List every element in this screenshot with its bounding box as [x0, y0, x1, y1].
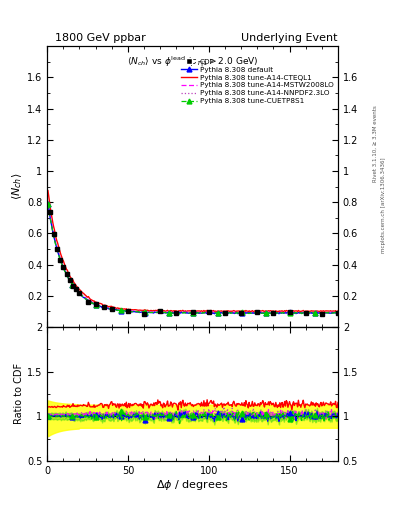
Text: Underlying Event: Underlying Event: [241, 33, 338, 44]
Legend: CDF, Pythia 8.308 default, Pythia 8.308 tune-A14-CTEQL1, Pythia 8.308 tune-A14-M: CDF, Pythia 8.308 default, Pythia 8.308 …: [180, 58, 334, 105]
Y-axis label: Ratio to CDF: Ratio to CDF: [14, 364, 24, 424]
Text: Rivet 3.1.10, ≥ 3.3M events: Rivet 3.1.10, ≥ 3.3M events: [373, 105, 378, 182]
Text: $\langle N_{ch}\rangle$ vs $\phi^{\mathrm{lead}}$ ($p_{T|1} > 2.0$ GeV): $\langle N_{ch}\rangle$ vs $\phi^{\mathr…: [127, 54, 258, 70]
X-axis label: $\Delta\phi$ / degrees: $\Delta\phi$ / degrees: [156, 478, 229, 493]
Y-axis label: $\langle N_{ch} \rangle$: $\langle N_{ch} \rangle$: [11, 173, 24, 200]
Text: 1800 GeV ppbar: 1800 GeV ppbar: [55, 33, 146, 44]
Text: mcplots.cern.ch [arXiv:1306.3436]: mcplots.cern.ch [arXiv:1306.3436]: [381, 157, 386, 252]
